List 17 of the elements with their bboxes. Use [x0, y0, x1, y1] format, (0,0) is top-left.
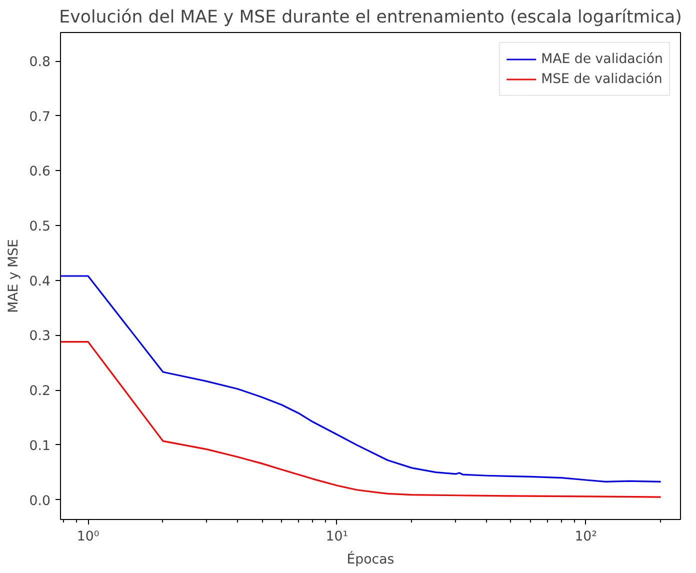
y-tick-label: 0.0	[29, 494, 51, 509]
y-tick-label: 0.7	[29, 110, 51, 125]
y-tick-label: 0.2	[29, 384, 51, 400]
y-tick-label: 0.6	[29, 164, 51, 180]
x-tick-label: 10⁰	[76, 530, 100, 544]
legend-label: MAE de validación	[541, 52, 663, 66]
y-tick-label: 0.5	[29, 220, 51, 235]
x-tick-label: 10²	[574, 530, 598, 544]
y-tick-label: 0.8	[29, 55, 51, 70]
y-tick-label: 0.4	[29, 274, 51, 290]
y-axis-title: MAE y MSE	[6, 239, 22, 313]
chart-title: Evolución del MAE y MSE durante el entrenamiento (escala logarítmica)	[59, 8, 682, 28]
x-axis-title: Épocas	[346, 550, 394, 568]
y-tick-label: 0.1	[29, 438, 51, 454]
y-tick-label: 0.3	[29, 329, 51, 344]
legend-label: MSE de validación	[541, 72, 662, 86]
x-tick-label: 10¹	[326, 530, 348, 544]
